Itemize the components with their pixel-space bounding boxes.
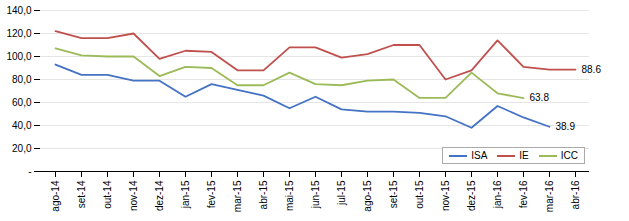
svg-text:dez-15: dez-15 <box>466 180 477 211</box>
svg-text:120,0: 120,0 <box>6 28 31 39</box>
svg-text:mai-15: mai-15 <box>284 180 295 211</box>
svg-text:out-15: out-15 <box>414 180 425 209</box>
html-text:ISA: ISA <box>471 150 488 161</box>
html-text:ICC: ICC <box>560 150 578 161</box>
svg-text:ago-14: ago-14 <box>50 180 61 212</box>
svg-text:88.6: 88.6 <box>582 64 602 75</box>
svg-text:out-14: out-14 <box>102 180 113 209</box>
html-text:IE: IE <box>519 150 529 161</box>
svg-text:-: - <box>28 166 31 177</box>
svg-text:140,0: 140,0 <box>6 5 31 16</box>
svg-text:nov-15: nov-15 <box>440 180 451 211</box>
svg-text:jan-16: jan-16 <box>492 180 503 209</box>
svg-text:20,0: 20,0 <box>12 143 32 154</box>
svg-text:jun-15: jun-15 <box>310 180 321 209</box>
svg-text:abr-16: abr-16 <box>570 180 581 209</box>
svg-text:40,0: 40,0 <box>12 120 32 131</box>
svg-text:ago-15: ago-15 <box>362 180 373 212</box>
svg-text:fev-16: fev-16 <box>518 180 529 208</box>
svg-text:60,0: 60,0 <box>12 97 32 108</box>
svg-text:jan-15: jan-15 <box>180 180 191 209</box>
svg-text:mar-15: mar-15 <box>232 180 243 212</box>
svg-text:dez-14: dez-14 <box>154 180 165 211</box>
svg-text:mar-16: mar-16 <box>544 180 555 212</box>
svg-text:set-15: set-15 <box>388 180 399 208</box>
svg-text:38.9: 38.9 <box>556 121 576 132</box>
svg-text:abr-15: abr-15 <box>258 180 269 209</box>
svg-text:set-14: set-14 <box>76 180 87 208</box>
svg-text:80,0: 80,0 <box>12 74 32 85</box>
svg-text:100,0: 100,0 <box>6 51 31 62</box>
svg-text:63.8: 63.8 <box>530 92 550 103</box>
svg-text:jul-15: jul-15 <box>336 180 347 206</box>
svg-text:fev-15: fev-15 <box>206 180 217 208</box>
svg-text:nov-14: nov-14 <box>128 180 139 211</box>
